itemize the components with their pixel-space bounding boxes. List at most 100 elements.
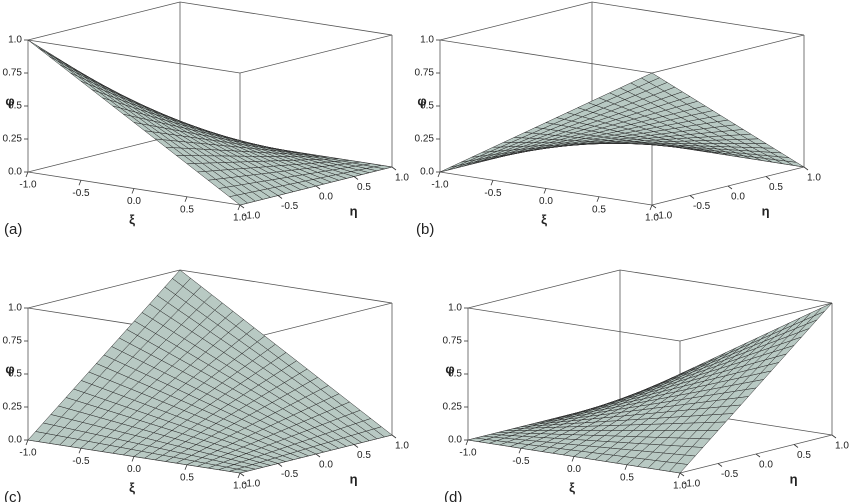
- box-edge: [27, 39, 241, 74]
- y-tick: [765, 176, 771, 180]
- y-tick: [717, 463, 723, 467]
- y-tick-label: 1.0: [807, 173, 821, 184]
- x-tick: [437, 171, 441, 178]
- z-tick-label: 0.25: [3, 134, 23, 145]
- y-tick: [679, 472, 685, 477]
- box-edge: [179, 269, 393, 304]
- x-tick: [596, 196, 600, 202]
- y-tick-label: 0.0: [731, 192, 745, 203]
- box-edge: [619, 269, 833, 304]
- y-tick: [831, 434, 837, 439]
- x-axis-label: ξ: [541, 212, 547, 227]
- z-tick-label: 0.0: [8, 435, 22, 446]
- x-tick-label: -0.5: [512, 456, 530, 467]
- x-tick-label: 0.0: [567, 464, 581, 475]
- x-tick-label: 0.5: [592, 204, 606, 215]
- x-tick: [465, 439, 469, 446]
- z-tick-label: 0.25: [443, 402, 463, 413]
- z-tick-label: 1.0: [448, 303, 462, 314]
- box-edge: [27, 133, 181, 173]
- x-tick-label: -0.5: [72, 188, 90, 199]
- x-tick: [518, 448, 522, 454]
- y-tick-label: -0.5: [281, 201, 299, 212]
- y-tick: [391, 434, 397, 439]
- x-tick: [649, 204, 653, 211]
- surface-cell: [229, 468, 248, 474]
- y-tick: [315, 185, 321, 190]
- panel: 0.00.250.50.751.0-1.0-0.50.00.51.0-1.0-0…: [415, 1, 821, 238]
- x-tick-label: -1.0: [459, 448, 477, 459]
- y-tick-label: 0.5: [357, 450, 371, 461]
- x-tick-label: -0.5: [484, 188, 502, 199]
- y-tick: [803, 166, 809, 171]
- z-axis-label: φ: [417, 93, 426, 108]
- x-tick: [237, 472, 241, 479]
- x-tick: [131, 188, 135, 194]
- x-tick: [184, 196, 188, 202]
- surface-cell: [27, 39, 47, 53]
- y-tick: [793, 444, 799, 448]
- y-axis-label: η: [350, 472, 358, 487]
- surface-cell: [228, 194, 249, 206]
- z-tick-label: 0.25: [415, 134, 435, 145]
- y-tick-label: 0.5: [357, 182, 371, 193]
- y-tick-label: -0.5: [693, 201, 711, 212]
- z-tick-label: 1.0: [8, 35, 22, 46]
- y-tick: [239, 204, 245, 209]
- surface-cell: [640, 72, 661, 83]
- y-tick-label: 1.0: [835, 441, 849, 452]
- y-tick-label: 0.5: [769, 182, 783, 193]
- y-tick-label: 1.0: [395, 173, 409, 184]
- x-axis-label: ξ: [129, 480, 135, 495]
- surface-cell: [668, 462, 689, 474]
- y-tick: [689, 195, 695, 199]
- y-tick-label: -1.0: [683, 479, 701, 490]
- y-axis-label: η: [790, 472, 798, 487]
- x-tick: [25, 171, 29, 178]
- y-tick: [353, 444, 359, 448]
- z-tick-label: 0.25: [3, 402, 23, 413]
- x-tick-label: 0.0: [539, 196, 553, 207]
- x-tick: [25, 439, 29, 446]
- box-edge: [467, 269, 621, 309]
- x-tick-label: 1.0: [645, 213, 659, 224]
- x-tick: [543, 188, 547, 194]
- z-tick-label: 1.0: [8, 303, 22, 314]
- box-edge: [27, 269, 181, 309]
- y-tick-label: -1.0: [655, 211, 673, 222]
- panel: 0.00.250.50.751.0-1.0-0.50.00.51.0-1.0-0…: [3, 269, 409, 502]
- x-tick: [624, 464, 628, 470]
- x-tick-label: 0.5: [180, 204, 194, 215]
- x-tick-label: -1.0: [431, 180, 449, 191]
- x-tick: [78, 448, 82, 454]
- z-axis-label: φ: [5, 93, 14, 108]
- y-axis-label: η: [762, 204, 770, 219]
- x-tick: [571, 456, 575, 462]
- box-edge: [27, 1, 181, 41]
- box-edge: [179, 1, 393, 36]
- x-tick: [677, 472, 681, 479]
- y-tick: [353, 176, 359, 180]
- y-tick: [755, 453, 761, 458]
- z-tick-label: 0.0: [420, 167, 434, 178]
- z-tick-label: 0.75: [3, 68, 23, 79]
- z-axis-label: φ: [5, 361, 14, 376]
- panel-label: (b): [416, 221, 434, 238]
- z-tick-label: 0.75: [443, 336, 463, 347]
- z-tick-label: 0.5: [420, 101, 434, 112]
- x-tick: [78, 180, 82, 186]
- y-tick: [391, 166, 397, 171]
- x-tick: [237, 204, 241, 211]
- x-tick: [184, 464, 188, 470]
- x-tick-label: 1.0: [673, 481, 687, 492]
- y-axis-label: η: [350, 204, 358, 219]
- y-tick: [315, 453, 321, 458]
- x-axis-label: ξ: [129, 212, 135, 227]
- panel: 0.00.250.50.751.0-1.0-0.50.00.51.0-1.0-0…: [443, 269, 849, 502]
- panel-label: (c): [4, 489, 22, 502]
- box-edge: [239, 302, 393, 342]
- box-edge: [467, 307, 681, 342]
- y-tick-label: 0.5: [797, 450, 811, 461]
- x-tick-label: -0.5: [72, 456, 90, 467]
